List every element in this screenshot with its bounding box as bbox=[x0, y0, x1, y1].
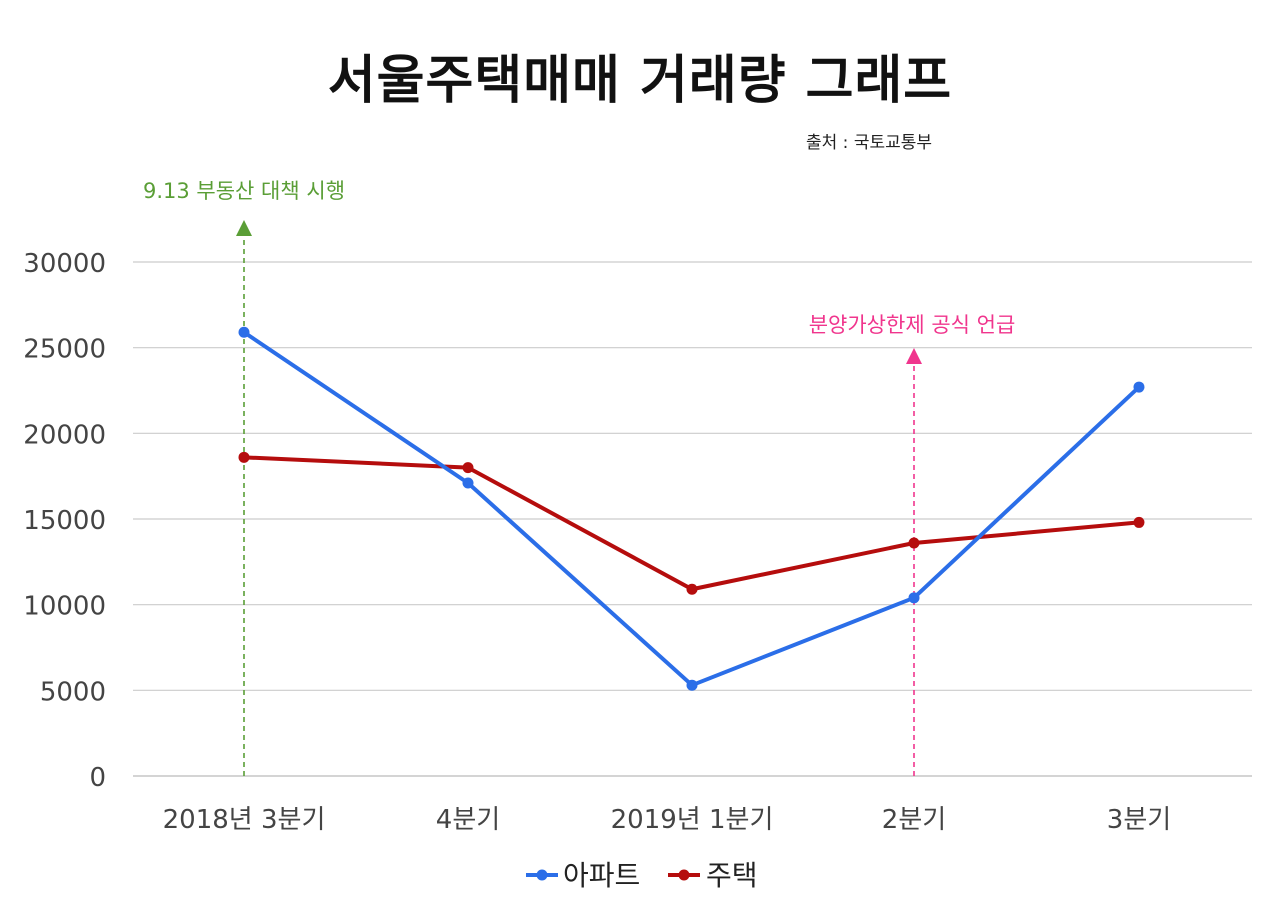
annotation-arrow bbox=[236, 220, 252, 236]
data-point-apartment bbox=[238, 326, 250, 338]
annotation-label: 9.13 부동산 대책 시행 bbox=[143, 179, 345, 203]
legend-marker bbox=[678, 869, 690, 881]
legend-label: 주택 bbox=[706, 859, 758, 892]
x-tick-label: 2018년 3분기 bbox=[163, 805, 326, 835]
data-point-house bbox=[238, 451, 250, 463]
data-point-house bbox=[686, 583, 698, 595]
y-tick-label: 10000 bbox=[23, 592, 106, 622]
x-tick-label: 2분기 bbox=[882, 805, 946, 835]
data-point-house bbox=[1133, 516, 1145, 528]
data-point-apartment bbox=[908, 592, 920, 604]
x-tick-label: 4분기 bbox=[436, 805, 500, 835]
data-point-apartment bbox=[462, 477, 474, 489]
x-tick-label: 3분기 bbox=[1107, 805, 1171, 835]
data-point-apartment bbox=[686, 679, 698, 691]
legend-label: 아파트 bbox=[563, 859, 640, 892]
data-point-apartment bbox=[1133, 381, 1145, 393]
chart-title: 서울주택매매 거래량 그래프 bbox=[327, 51, 953, 111]
data-point-house bbox=[908, 537, 920, 549]
y-tick-label: 25000 bbox=[23, 335, 106, 365]
y-tick-label: 5000 bbox=[40, 677, 106, 707]
source-note: 출처 : 국토교통부 bbox=[806, 133, 933, 153]
data-point-house bbox=[462, 462, 474, 474]
y-tick-label: 0 bbox=[89, 763, 106, 793]
annotation-arrow bbox=[906, 348, 922, 364]
y-tick-label: 30000 bbox=[23, 249, 106, 279]
series-line-house bbox=[242, 455, 1141, 592]
y-tick-label: 20000 bbox=[23, 420, 106, 450]
legend-marker bbox=[536, 869, 548, 881]
x-tick-label: 2019년 1분기 bbox=[611, 805, 774, 835]
y-tick-label: 15000 bbox=[23, 506, 106, 536]
series-line-apartment bbox=[242, 330, 1141, 688]
annotation-label: 분양가상한제 공식 언급 bbox=[809, 313, 1016, 337]
